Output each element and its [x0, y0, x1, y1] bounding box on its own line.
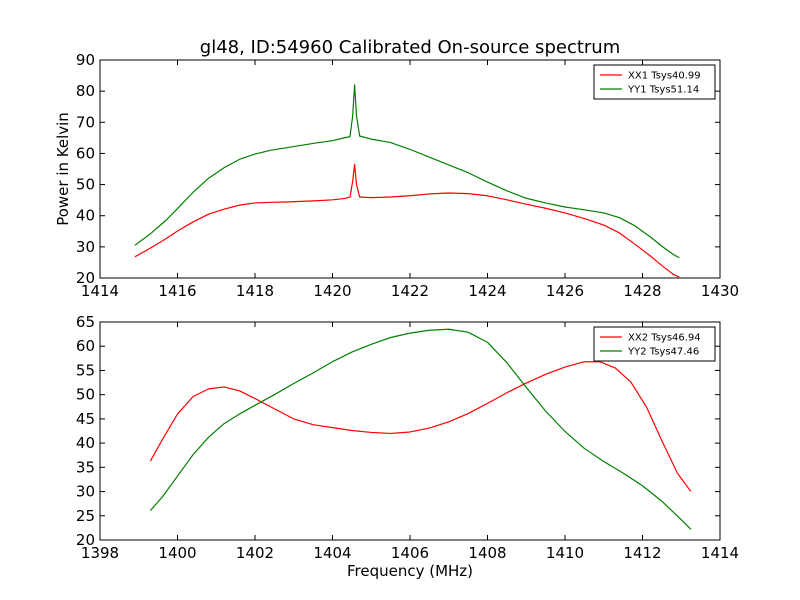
y-tick-label: 35 — [76, 458, 95, 476]
bottom-spectrum-plot: 1398 1400 1402 1404 1406 1408 1410 1412 1414 20 25… — [76, 313, 739, 562]
x-tick-label: 1428 — [623, 282, 661, 300]
x-tick-label: 1418 — [236, 282, 274, 300]
x-tick-label: 1424 — [468, 282, 506, 300]
x-tick-label: 1398 — [81, 544, 119, 562]
x-tick-label: 1414 — [701, 544, 739, 562]
chart-title: gl48, ID:54960 Calibrated On-source spec… — [200, 37, 620, 58]
legend: XX2 Tsys46.94 YY2 Tsys47.46 — [593, 326, 716, 362]
x-tick-label: 1402 — [236, 544, 274, 562]
legend: XX1 Tsys40.99 YY1 Tsys51.14 — [593, 64, 716, 100]
y-tick-label: 20 — [76, 269, 95, 287]
y-tick-label: 25 — [76, 507, 95, 525]
y-tick-label: 40 — [76, 207, 95, 225]
legend-entry: XX2 Tsys46.94 — [628, 333, 701, 344]
x-tick-label: 1430 — [701, 282, 739, 300]
y-tick-label: 30 — [76, 238, 95, 256]
y-tick-label: 65 — [76, 313, 95, 331]
x-axis-label: Frequency (MHz) — [347, 562, 473, 580]
y-tick-label: 60 — [76, 144, 95, 162]
series-line-1-0 — [149, 361, 692, 492]
x-tick-label: 1426 — [546, 282, 584, 300]
y-tick-label: 60 — [76, 337, 95, 355]
y-tick-label: 90 — [76, 51, 95, 69]
y-tick-label: 20 — [76, 531, 95, 549]
y-tick-label: 50 — [76, 176, 95, 194]
x-tick-label: 1414 — [81, 282, 119, 300]
series-line-1-1 — [149, 328, 692, 530]
x-tick-label: 1400 — [158, 544, 196, 562]
legend-box — [593, 64, 716, 100]
y-tick-label: 55 — [76, 361, 95, 379]
legend-entry: YY2 Tsys47.46 — [627, 347, 699, 358]
y-tick-label: 70 — [76, 113, 95, 131]
y-tick-label: 80 — [76, 82, 95, 100]
x-tick-label: 1420 — [313, 282, 351, 300]
x-tick-label: 1412 — [623, 544, 661, 562]
legend-box — [593, 326, 716, 362]
x-tick-label: 1410 — [546, 544, 584, 562]
x-tick-label: 1422 — [391, 282, 429, 300]
y-tick-label: 45 — [76, 410, 95, 428]
series-line-0-0 — [134, 163, 680, 278]
y-axis-label: Power in Kelvin — [54, 112, 72, 226]
legend-entry: XX1 Tsys40.99 — [628, 71, 701, 82]
x-tick-label: 1406 — [391, 544, 429, 562]
series-line-0-1 — [134, 84, 680, 259]
x-tick-label: 1416 — [158, 282, 196, 300]
x-tick-label: 1404 — [313, 544, 351, 562]
x-tick-label: 1408 — [468, 544, 506, 562]
y-tick-label: 30 — [76, 483, 95, 501]
y-tick-label: 50 — [76, 386, 95, 404]
top-spectrum-plot: 1414 1416 1418 1420 1422 1424 1426 1428 1430 20 30… — [76, 51, 739, 300]
y-tick-label: 40 — [76, 434, 95, 452]
legend-entry: YY1 Tsys51.14 — [627, 85, 699, 96]
